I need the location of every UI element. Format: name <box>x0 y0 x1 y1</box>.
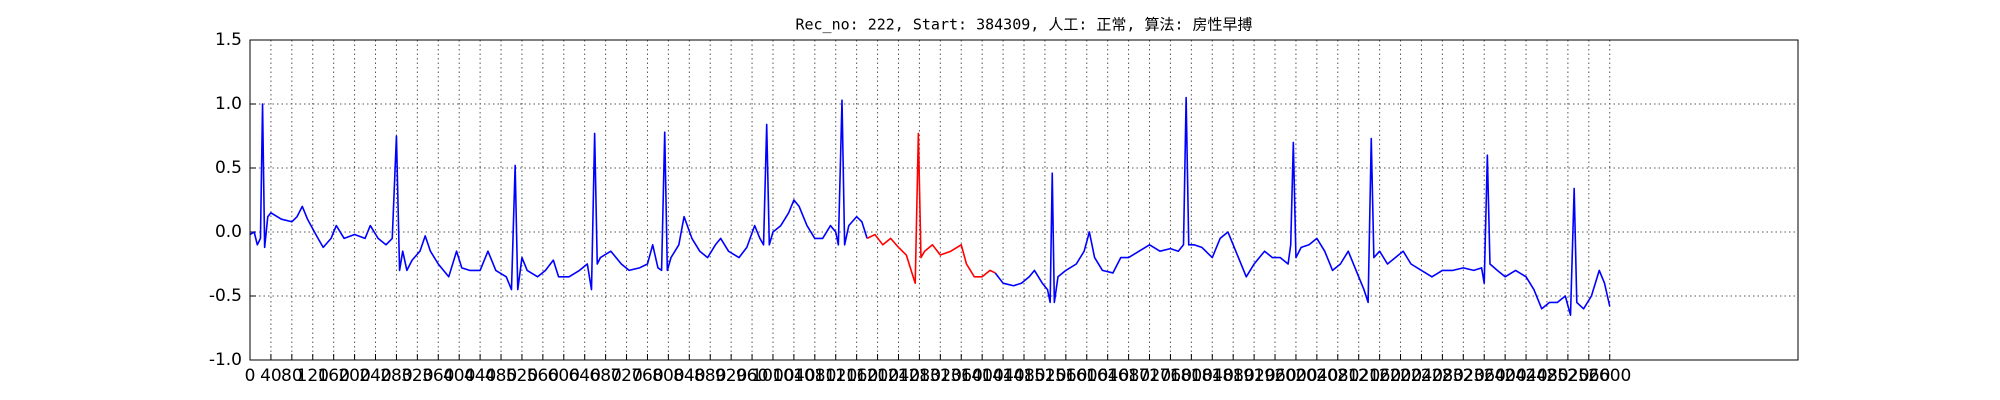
x-tick-label: 1040 <box>772 366 815 386</box>
line <box>249 96 1611 316</box>
x-tick-label: 1960 <box>1253 366 1296 386</box>
x-tick-label: 1840 <box>1191 366 1234 386</box>
x-tick-label: 80 <box>281 366 303 386</box>
x-tick-label: 1760 <box>1149 366 1192 386</box>
x-tick-label: 1240 <box>877 366 920 386</box>
x-tick-label: 760 <box>631 366 663 386</box>
x-tick-label: 2360 <box>1463 366 1506 386</box>
x-tick-label: 40 <box>260 366 282 386</box>
x-tick-label: 2200 <box>1379 366 1422 386</box>
x-tick-label: 1080 <box>793 366 836 386</box>
y-tick-label: 1.5 <box>215 30 242 50</box>
x-tick-label: 360 <box>422 366 454 386</box>
x-tick-label: 320 <box>401 366 433 386</box>
x-tick-label: 680 <box>589 366 621 386</box>
x-tick-label: 1560 <box>1044 366 1087 386</box>
x-tick-label: 1640 <box>1086 366 1129 386</box>
x-tick-label: 2560 <box>1567 366 1610 386</box>
x-tick-label: 1120 <box>814 366 857 386</box>
x-tick-label: 960 <box>736 366 768 386</box>
x-tick-label: 1680 <box>1107 366 1150 386</box>
x-tick-label: 1720 <box>1128 366 1171 386</box>
x-tick-label: 120 <box>297 366 329 386</box>
x-tick-label: 480 <box>485 366 517 386</box>
x-tick-label: 0 <box>245 366 256 386</box>
x-tick-label: 1200 <box>856 366 899 386</box>
x-tick-label: 1280 <box>898 366 941 386</box>
x-tick-label: 1920 <box>1232 366 1275 386</box>
x-tick-label: 2080 <box>1316 366 1359 386</box>
x-tick-label: 800 <box>652 366 684 386</box>
x-tick-label: 2280 <box>1421 366 1464 386</box>
x-tick-label: 920 <box>715 366 747 386</box>
x-tick-label: 1000 <box>751 366 794 386</box>
x-tick-label: 1800 <box>1170 366 1213 386</box>
chart-title: Rec_no: 222, Start: 384309, 人工: 正常, 算法: … <box>795 16 1252 34</box>
line <box>866 132 996 284</box>
x-tick-label: 2120 <box>1337 366 1380 386</box>
x-tick-label: 1880 <box>1212 366 1255 386</box>
y-tick-label: -0.5 <box>209 286 242 306</box>
x-tick-label: 1600 <box>1065 366 1108 386</box>
plot-frame <box>249 39 1799 361</box>
x-tick-label: 560 <box>527 366 559 386</box>
y-tick-label: 0.0 <box>215 222 242 242</box>
x-tick-label: 280 <box>380 366 412 386</box>
x-tick-label: 2520 <box>1546 366 1589 386</box>
x-tick-label: 2600 <box>1588 366 1631 386</box>
x-tick-label: 2160 <box>1358 366 1401 386</box>
x-tick-label: 880 <box>694 366 726 386</box>
x-tick-label: 640 <box>568 366 600 386</box>
x-tick-label: 1400 <box>961 366 1004 386</box>
x-tick-label: 1160 <box>835 366 878 386</box>
x-tick-label: 2400 <box>1484 366 1527 386</box>
x-tick-label: 440 <box>464 366 496 386</box>
y-tick-label: -1.0 <box>209 350 242 370</box>
x-tick-label: 1440 <box>981 366 1024 386</box>
x-tick-label: 1320 <box>919 366 962 386</box>
x-tick-label: 1480 <box>1002 366 1045 386</box>
x-tick-label: 240 <box>359 366 391 386</box>
x-tick-label: 720 <box>610 366 642 386</box>
x-tick-label: 1520 <box>1023 366 1066 386</box>
x-tick-label: 520 <box>506 366 538 386</box>
x-tick-label: 600 <box>548 366 580 386</box>
x-tick-label: 1360 <box>940 366 983 386</box>
x-tick-label: 2320 <box>1442 366 1485 386</box>
x-tick-label: 2480 <box>1525 366 1568 386</box>
x-tick-label: 2240 <box>1400 366 1443 386</box>
x-tick-label: 2440 <box>1504 366 1547 386</box>
x-tick-label: 160 <box>317 366 349 386</box>
x-tick-label: 400 <box>443 366 475 386</box>
x-tick-label: 2000 <box>1274 366 1317 386</box>
y-tick-label: 1.0 <box>215 94 242 114</box>
x-tick-label: 2040 <box>1295 366 1338 386</box>
x-tick-label: 200 <box>338 366 370 386</box>
x-tick-label: 840 <box>673 366 705 386</box>
y-tick-label: 0.5 <box>215 158 242 178</box>
